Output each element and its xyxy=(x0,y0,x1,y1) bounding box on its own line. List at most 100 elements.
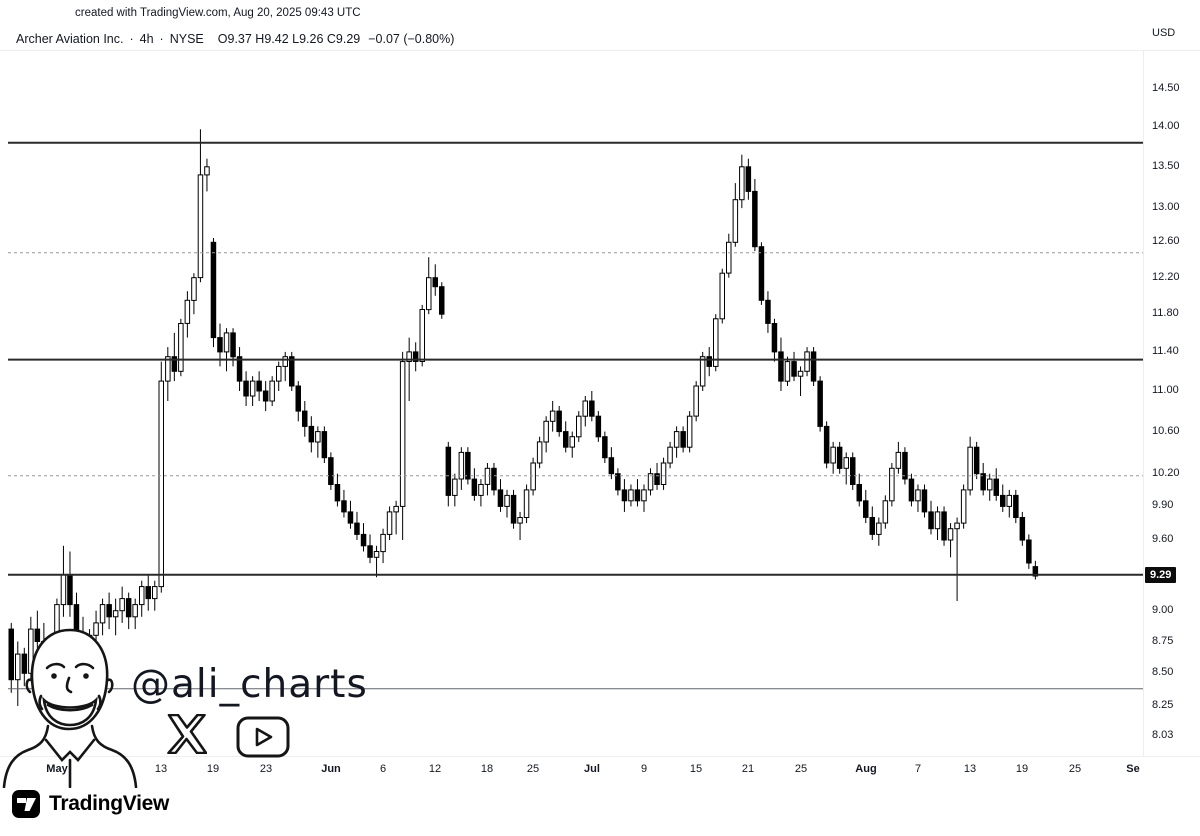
candle xyxy=(406,337,412,401)
tradingview-logo[interactable]: TradingView xyxy=(12,790,169,818)
candle xyxy=(960,484,967,529)
candle xyxy=(895,441,902,474)
candle xyxy=(771,318,778,362)
candle xyxy=(262,381,269,412)
candle xyxy=(184,291,191,338)
candle xyxy=(726,233,732,278)
candle xyxy=(589,391,595,422)
candle xyxy=(178,318,184,377)
x-logo-icon xyxy=(167,714,207,754)
candle xyxy=(641,484,647,512)
time-tick-label: Jul xyxy=(584,763,600,775)
time-tick-label: Se xyxy=(1126,763,1140,775)
price-tick-label: 12.20 xyxy=(1152,271,1180,283)
candle xyxy=(125,592,132,630)
candle xyxy=(236,347,243,391)
artist-handle: @ali_charts xyxy=(131,662,368,707)
price-tick-label: 14.50 xyxy=(1152,82,1180,94)
candle xyxy=(34,610,41,648)
candle xyxy=(21,647,28,687)
candle xyxy=(582,396,588,427)
candle xyxy=(941,506,947,546)
price-tick-label: 13.50 xyxy=(1152,160,1180,172)
candle xyxy=(276,361,282,391)
price-tick-label: 9.90 xyxy=(1152,499,1174,511)
candle xyxy=(602,431,608,463)
candle xyxy=(197,129,204,283)
candle xyxy=(380,528,386,564)
candle xyxy=(921,484,928,518)
time-tick-label: 25 xyxy=(526,763,540,775)
time-tick-label: 7 xyxy=(914,763,922,775)
candle xyxy=(223,328,230,372)
pane-divider xyxy=(0,50,1200,51)
candle xyxy=(269,376,275,406)
candle xyxy=(171,332,178,382)
price-tick-label: 10.60 xyxy=(1152,425,1180,437)
candle xyxy=(478,479,484,507)
candle xyxy=(354,511,360,540)
price-tick-label: 9.00 xyxy=(1152,604,1174,616)
candle xyxy=(471,468,478,501)
candle xyxy=(954,517,960,601)
candle xyxy=(628,484,634,507)
candle xyxy=(719,268,725,324)
candle xyxy=(341,489,347,518)
candle xyxy=(654,463,660,490)
candle xyxy=(504,489,510,518)
candle xyxy=(856,473,862,507)
candle xyxy=(699,351,706,391)
symbol-title: Archer Aviation Inc. xyxy=(16,32,124,46)
time-tick-label: 25 xyxy=(1068,763,1082,775)
time-axis[interactable]: May 13 19 23 Jun 6 12 18 25 Jul 9 15 21 25 Aug 7 13 19 25 S… xyxy=(0,756,1200,784)
candle xyxy=(419,304,425,367)
candle xyxy=(119,586,125,623)
candle xyxy=(132,598,138,630)
candle xyxy=(249,376,256,406)
price-axis[interactable]: USD 14.50 14.00 13.50 13.00 12.60 12.20 11.80 1… xyxy=(1143,0,1200,790)
candle xyxy=(882,495,889,529)
candle xyxy=(823,421,830,469)
price-tick-label: 11.00 xyxy=(1152,384,1179,396)
time-tick-label: 6 xyxy=(379,763,387,775)
candle xyxy=(804,347,810,377)
candle xyxy=(615,468,621,496)
candle xyxy=(549,401,556,432)
candle xyxy=(347,500,354,529)
candle xyxy=(1013,489,1019,524)
ohlc-values: O9.37 H9.42 L9.26 C9.29 xyxy=(217,32,361,46)
currency-label[interactable]: USD xyxy=(1152,27,1176,39)
candle xyxy=(99,598,106,636)
price-tick-label: 8.75 xyxy=(1152,635,1174,647)
candle xyxy=(967,436,973,496)
last-price-label: 9.29 xyxy=(1145,567,1177,583)
candle xyxy=(517,511,523,540)
time-tick-label: 25 xyxy=(794,763,808,775)
candle xyxy=(204,158,210,192)
candle xyxy=(836,441,843,474)
candle xyxy=(810,347,817,386)
tradingview-logo-text: TradingView xyxy=(49,792,170,815)
export-watermark-text: created with TradingView.com, Aug 20, 20… xyxy=(75,7,361,19)
candle xyxy=(230,328,236,367)
candle xyxy=(367,534,373,564)
candle xyxy=(980,463,986,496)
candle xyxy=(843,452,849,485)
candle xyxy=(1000,484,1006,512)
candle xyxy=(1026,534,1032,569)
candle xyxy=(608,447,615,480)
candle xyxy=(830,441,836,474)
legend-separator: · xyxy=(129,32,134,46)
price-tick-label: 12.60 xyxy=(1152,235,1180,247)
candle xyxy=(439,282,445,319)
candle xyxy=(484,463,491,496)
price-tick-label: 11.80 xyxy=(1152,307,1179,319)
candle xyxy=(243,371,249,406)
candle xyxy=(536,436,543,469)
candle xyxy=(458,447,465,490)
candle xyxy=(739,154,745,209)
candle xyxy=(758,242,765,305)
tradingview-logo-mark-icon xyxy=(12,790,40,818)
interval-label: 4h xyxy=(139,32,154,46)
